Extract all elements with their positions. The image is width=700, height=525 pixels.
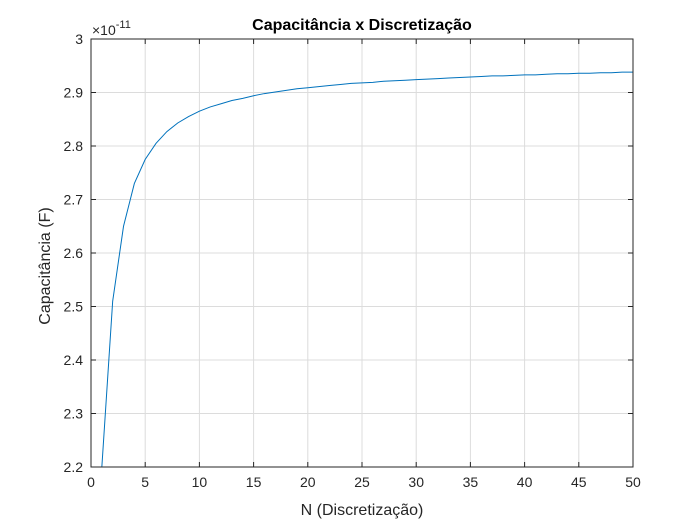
y-tick-labels: 2.2 2.3 2.4 2.5 2.6 2.7 2.8 2.9 3 [64, 31, 84, 475]
x-tick-labels: 0 5 10 15 20 25 30 35 40 45 50 [87, 474, 641, 490]
x-tick-label: 45 [571, 474, 587, 490]
x-tick-label: 50 [625, 474, 641, 490]
y-tick-label: 2.4 [64, 352, 84, 368]
x-tick-label: 40 [517, 474, 533, 490]
y-axis-exponent-value: -11 [116, 19, 131, 31]
axis-ticks [90, 38, 634, 468]
y-axis-exponent: ×10-11 [92, 19, 131, 38]
y-tick-label: 2.3 [64, 406, 84, 422]
x-tick-label: 15 [246, 474, 262, 490]
y-tick-label: 2.6 [64, 245, 84, 261]
x-tick-label: 25 [354, 474, 370, 490]
y-axis-multiplier: ×10 [92, 22, 116, 38]
x-tick-label: 10 [192, 474, 208, 490]
y-tick-label: 2.8 [64, 138, 84, 154]
x-tick-label: 0 [87, 474, 95, 490]
y-axis-title: Capacitância (F) [37, 207, 54, 324]
y-tick-label: 2.7 [64, 192, 84, 208]
y-tick-label: 2.2 [64, 459, 84, 475]
x-tick-label: 30 [408, 474, 424, 490]
x-tick-label: 35 [463, 474, 479, 490]
y-tick-label: 2.9 [64, 85, 84, 101]
x-axis-title: N (Discretização) [301, 502, 424, 519]
x-tick-label: 20 [300, 474, 316, 490]
series-line-capacitance [101, 71, 633, 468]
chart-title: Capacitância x Discretização [252, 17, 472, 34]
y-tick-label: 2.5 [64, 299, 84, 315]
x-tick-label: 5 [141, 474, 149, 490]
y-tick-label: 3 [75, 31, 83, 47]
